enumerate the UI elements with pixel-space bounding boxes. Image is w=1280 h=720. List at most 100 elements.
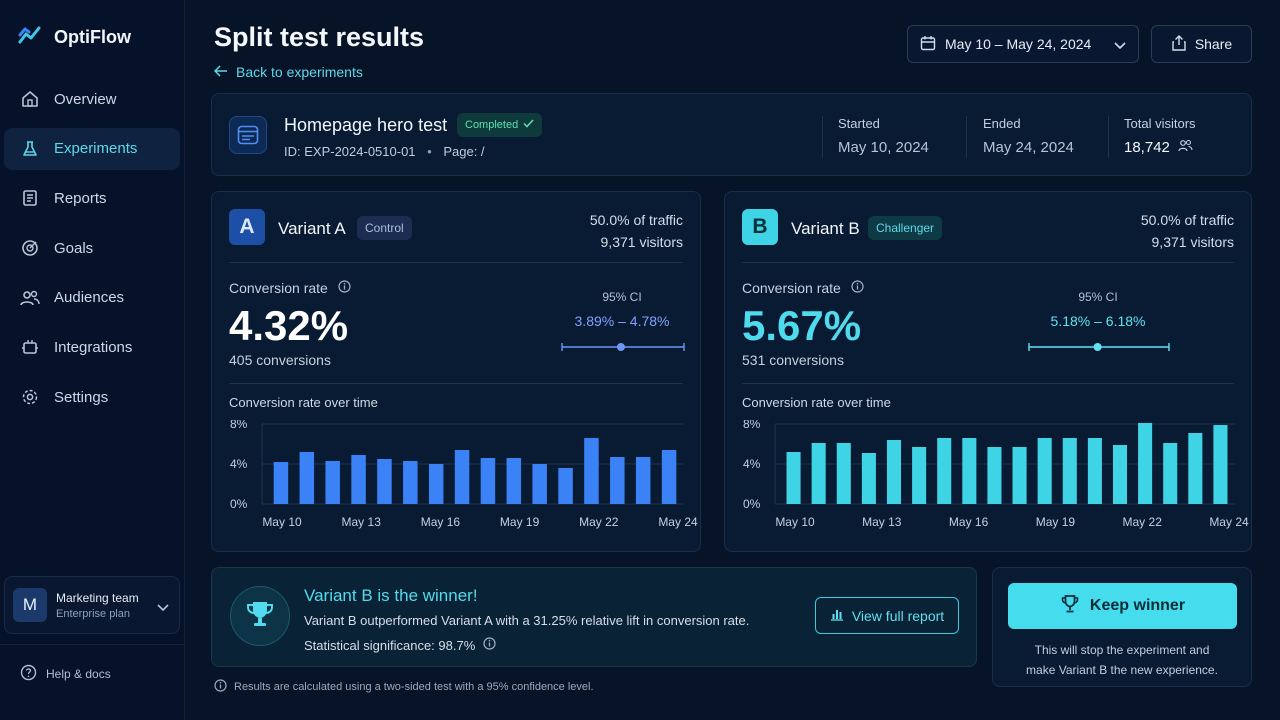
info-icon[interactable]	[338, 280, 351, 296]
conversion-bar-chart: 8% 4% 0% May 10 May 13 May 16 May 19 May 22 May …	[743, 420, 1249, 529]
chart-bar	[1087, 438, 1102, 504]
ci-range: 3.89% – 4.78%	[574, 313, 670, 329]
date-range-picker[interactable]: May 10 – May 24, 2024	[907, 25, 1139, 63]
confidence-interval-bar	[1028, 343, 1170, 351]
sidebar-item-goals[interactable]: Goals	[4, 227, 180, 269]
conversion-rate-value: 4.32%	[229, 302, 349, 349]
share-button[interactable]: Share	[1151, 25, 1252, 63]
chart-bar	[325, 461, 340, 504]
keep-desc-line: This will stop the experiment and	[1034, 643, 1210, 657]
significance-text: Statistical significance: 98.7%	[304, 637, 476, 653]
chart-bar	[836, 443, 851, 504]
info-icon[interactable]	[851, 280, 864, 296]
experiment-page: Page: /	[443, 144, 485, 159]
info-icon[interactable]	[483, 637, 496, 653]
arrow-left-icon	[213, 64, 228, 80]
view-full-report-label: View full report	[851, 607, 945, 624]
divider	[742, 383, 1234, 384]
help-link[interactable]: Help & docs	[20, 664, 111, 684]
chart-bar	[558, 468, 573, 504]
users-icon	[1178, 139, 1193, 156]
target-icon	[20, 238, 40, 258]
app-logo[interactable]: OptiFlow	[18, 24, 131, 51]
team-switcher[interactable]: M Marketing team Enterprise plan	[4, 576, 180, 634]
chart-bar	[1213, 425, 1228, 504]
sidebar: OptiFlow Overview Experiments Reports Go…	[0, 0, 185, 720]
back-link[interactable]: Back to experiments	[213, 64, 363, 80]
team-plan: Enterprise plan	[56, 607, 130, 620]
users-icon	[20, 288, 40, 308]
x-tick-label: May 19	[500, 515, 540, 529]
view-full-report-button[interactable]: View full report	[815, 597, 959, 634]
bar-chart-icon	[830, 607, 844, 624]
info-icon	[214, 679, 227, 695]
y-tick-label: 4%	[743, 457, 761, 471]
traffic-share: 50.0% of traffic	[589, 212, 683, 228]
gear-icon	[20, 387, 40, 407]
stat-label: Ended	[983, 116, 1021, 131]
y-tick-label: 0%	[743, 497, 761, 511]
visitor-count: 9,371 visitors	[600, 234, 683, 250]
chart-title: Conversion rate over time	[742, 395, 891, 410]
variant-a-card: A Variant A Control 50.0% of traffic 9,3…	[211, 191, 701, 552]
sidebar-item-label: Experiments	[54, 140, 138, 158]
sidebar-item-overview[interactable]: Overview	[4, 78, 180, 120]
app-name: OptiFlow	[54, 27, 131, 47]
conversion-bar-chart: 8% 4% 0% May 10 May 13 May 16 May 19 May 22 May …	[230, 420, 698, 529]
stat-ended: Ended May 24, 2024	[983, 116, 1074, 156]
status-badge: Completed	[457, 113, 543, 137]
keep-desc-line: make Variant B the new experience.	[1026, 663, 1218, 677]
variant-b-card: B Variant B Challenger 50.0% of traffic …	[724, 191, 1252, 552]
chevron-down-icon	[157, 599, 169, 617]
sidebar-item-label: Reports	[54, 189, 107, 207]
chart-bar	[1062, 438, 1077, 504]
conversion-rate-label-text: Conversion rate	[742, 280, 841, 296]
chart-bar	[506, 458, 522, 504]
share-label: Share	[1194, 36, 1233, 52]
control-badge: Control	[357, 216, 412, 240]
browser-window-icon	[229, 116, 267, 154]
sidebar-item-integrations[interactable]: Integrations	[4, 326, 180, 368]
sidebar-item-reports[interactable]: Reports	[4, 177, 180, 219]
keep-winner-button[interactable]: Keep winner	[1008, 583, 1237, 629]
y-tick-label: 8%	[230, 420, 248, 431]
winner-title: Variant B is the winner!	[304, 586, 478, 605]
sidebar-nav: Overview Experiments Reports Goals Audie…	[4, 78, 180, 426]
chart-bar	[635, 457, 651, 504]
chart-bar	[1012, 447, 1027, 504]
meta-separator: •	[427, 144, 432, 159]
chart-bar	[273, 462, 289, 504]
chart-bar	[886, 440, 902, 504]
chart-bar	[1112, 445, 1128, 504]
sidebar-item-settings[interactable]: Settings	[4, 376, 180, 418]
x-tick-label: May 22	[1123, 515, 1163, 529]
variant-a-traffic: 50.0% of traffic 9,371 visitors	[590, 209, 683, 253]
divider	[229, 262, 683, 263]
ci-point	[1093, 343, 1102, 351]
flask-icon	[20, 139, 40, 159]
x-tick-label: May 13	[342, 515, 382, 529]
traffic-share: 50.0% of traffic	[1140, 212, 1234, 228]
challenger-badge: Challenger	[868, 216, 943, 240]
y-tick-label: 8%	[743, 420, 761, 431]
chart-bar	[962, 438, 977, 504]
stat-divider	[822, 116, 823, 158]
sidebar-item-experiments[interactable]: Experiments	[4, 127, 180, 170]
stat-value: May 10, 2024	[838, 139, 929, 156]
conversion-rate-label-text: Conversion rate	[229, 280, 328, 296]
divider	[742, 262, 1234, 263]
sidebar-item-audiences[interactable]: Audiences	[4, 277, 180, 319]
stat-value: May 24, 2024	[983, 139, 1074, 156]
stat-divider	[1108, 116, 1109, 158]
stat-started: Started May 10, 2024	[838, 116, 929, 156]
statistical-significance: Statistical significance: 98.7%	[304, 637, 496, 653]
experiment-id: ID: EXP-2024-0510-01	[284, 144, 416, 159]
chart-bar	[937, 438, 952, 504]
x-tick-label: May 10	[262, 515, 302, 529]
chart-bar	[610, 457, 625, 504]
chart-bar	[480, 458, 496, 504]
chart-bar	[584, 438, 599, 504]
experiment-meta: ID: EXP-2024-0510-01 • Page: /	[284, 144, 485, 159]
chevron-down-icon	[1114, 37, 1126, 53]
chart-bar	[861, 453, 876, 504]
